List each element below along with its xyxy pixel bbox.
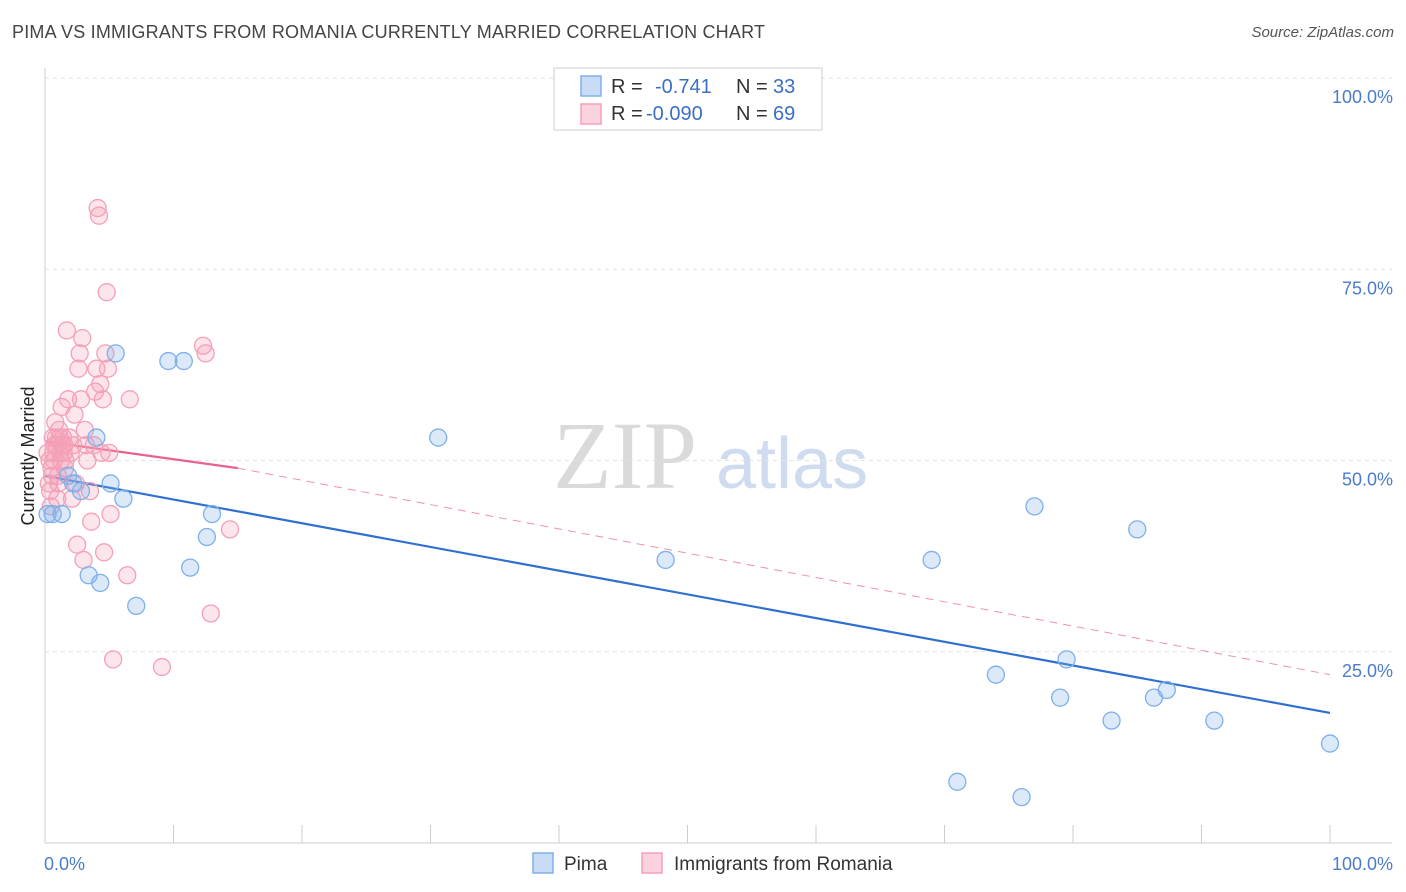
romania-point-45 xyxy=(98,359,118,378)
romania-point-54 xyxy=(201,604,220,623)
legend-pima-swatch xyxy=(580,75,602,97)
romania-point-16 xyxy=(58,390,78,409)
romania-point-41 xyxy=(93,390,112,409)
legend-n-value-romania: 69 xyxy=(773,103,795,125)
pima-point-21 xyxy=(948,772,967,791)
romania-point-26 xyxy=(71,390,91,409)
watermark-atlas: atlas xyxy=(716,424,868,504)
legend-n-value-pima: 33 xyxy=(773,76,795,98)
romania-point-21 xyxy=(65,405,84,424)
romania-point-37 xyxy=(88,198,107,218)
pima-point-10 xyxy=(106,344,125,363)
romania-point-8 xyxy=(48,466,67,485)
romania-point-25 xyxy=(70,344,89,363)
pima-point-18 xyxy=(429,428,448,447)
bottom-legend-romania-label: Immigrants from Romania xyxy=(674,854,893,875)
romania-point-55 xyxy=(220,520,240,539)
legend-r-label-romania: R = xyxy=(611,103,643,125)
romania-trend-extension xyxy=(237,467,1331,676)
pima-point-5 xyxy=(71,481,91,501)
pima-point-23 xyxy=(1012,787,1031,807)
romania-point-48 xyxy=(103,650,123,669)
x-tick-label-max: 100.0% xyxy=(1332,854,1393,874)
romania-point-31 xyxy=(78,451,97,470)
pima-point-15 xyxy=(181,558,200,577)
y-tick-label-50: 50.0% xyxy=(1342,470,1393,490)
romania-point-51 xyxy=(152,657,172,677)
grid-lines xyxy=(45,77,1392,653)
romania-point-66 xyxy=(53,436,72,455)
romania-point-53 xyxy=(196,344,215,363)
romania-point-42 xyxy=(94,543,114,562)
romania-point-50 xyxy=(120,390,139,409)
pima-point-32 xyxy=(1320,734,1340,753)
pima-point-17 xyxy=(202,504,222,524)
y-tick-labels: 25.0% 50.0% 75.0% 100.0% xyxy=(1332,87,1393,681)
pima-point-9 xyxy=(101,474,120,493)
romania-point-39 xyxy=(91,374,110,394)
legend-r-label-pima: R = xyxy=(611,76,643,98)
romania-point-33 xyxy=(82,512,101,531)
pima-point-27 xyxy=(1102,711,1121,730)
pima-point-8 xyxy=(91,573,110,593)
pima-point-28 xyxy=(1128,520,1147,539)
pima-point-16 xyxy=(197,527,217,547)
romania-point-15 xyxy=(57,321,76,340)
y-axis-label: Currently Married xyxy=(18,386,38,525)
romania-point-49 xyxy=(118,566,137,585)
x-tick-labels: 0.0% 100.0% xyxy=(44,854,1393,874)
y-tick-label-25: 25.0% xyxy=(1342,661,1393,681)
pima-point-13 xyxy=(159,351,178,371)
pima-point-7 xyxy=(87,428,106,447)
pima-point-30 xyxy=(1157,680,1176,700)
romania-point-38 xyxy=(89,206,109,225)
romania-point-27 xyxy=(73,328,92,348)
legend-r-value-pima: -0.741 xyxy=(655,76,712,98)
pima-point-26 xyxy=(1057,650,1076,669)
pima-point-11 xyxy=(114,489,133,508)
romania-point-30 xyxy=(76,436,96,455)
pima-point-14 xyxy=(174,351,193,371)
series-legend: Pima Immigrants from Romania xyxy=(532,852,893,875)
pima-points xyxy=(38,344,1340,807)
pima-point-0 xyxy=(38,504,57,524)
romania-point-28 xyxy=(74,550,93,570)
watermark: ZIP atlas xyxy=(553,402,868,509)
romania-point-23 xyxy=(67,535,87,554)
legend-r-value-romania: -0.090 xyxy=(646,103,703,125)
pima-point-4 xyxy=(64,474,83,493)
pima-point-19 xyxy=(656,550,675,570)
chart-source: Source: ZipAtlas.com xyxy=(1251,24,1394,41)
y-tick-label-75: 75.0% xyxy=(1342,278,1393,298)
pima-point-12 xyxy=(127,596,146,615)
romania-point-24 xyxy=(69,359,88,378)
bottom-legend-pima-swatch xyxy=(532,852,554,874)
bottom-legend-pima-label: Pima xyxy=(564,854,608,875)
pima-point-20 xyxy=(922,550,941,570)
romania-point-43 xyxy=(96,344,115,363)
romania-point-47 xyxy=(101,504,120,524)
romania-point-67 xyxy=(54,443,73,463)
legend-romania-swatch xyxy=(580,103,602,125)
pima-point-22 xyxy=(986,665,1006,684)
pima-point-2 xyxy=(52,504,71,524)
legend-n-label-romania: N = xyxy=(736,103,768,125)
legend-n-label-pima: N = xyxy=(736,76,768,98)
correlation-legend: R = -0.741 N = 33 R = -0.090 N = 69 xyxy=(553,67,823,131)
romania-point-44 xyxy=(97,283,116,302)
romania-point-62 xyxy=(48,489,67,508)
romania-point-63 xyxy=(49,474,68,493)
x-tick-label-min: 0.0% xyxy=(44,854,85,874)
y-tick-label-100: 100.0% xyxy=(1332,87,1393,107)
pima-point-24 xyxy=(1025,497,1044,516)
pima-point-25 xyxy=(1051,688,1070,707)
bottom-legend-romania-swatch xyxy=(641,852,663,874)
pima-point-31 xyxy=(1205,711,1224,730)
chart-title: PIMA VS IMMIGRANTS FROM ROMANIA CURRENTL… xyxy=(12,22,766,42)
romania-point-46 xyxy=(100,443,119,463)
watermark-zip: ZIP xyxy=(553,402,697,509)
pima-trend-line xyxy=(44,474,1331,715)
